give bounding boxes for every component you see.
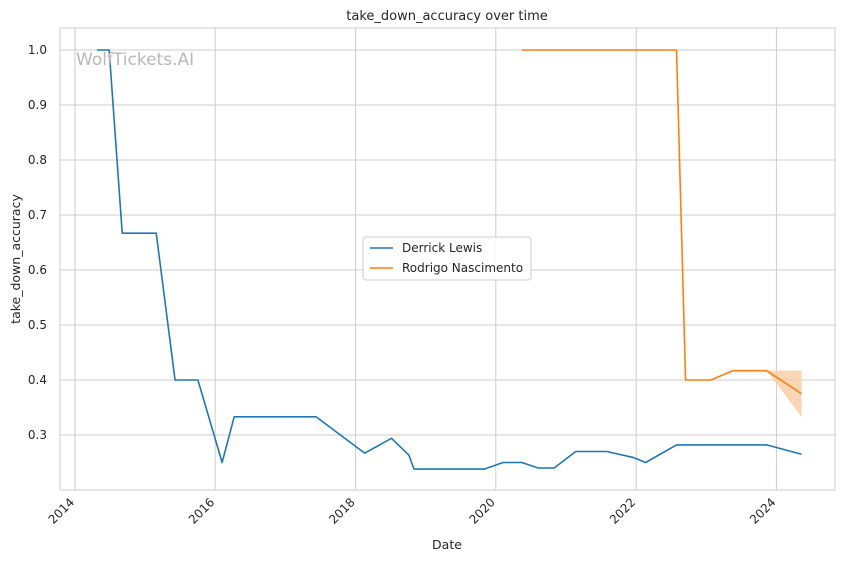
confidence-band-rodrigo-nascimento	[766, 370, 802, 417]
y-tick-label: 0.6	[28, 263, 47, 277]
y-tick-label: 0.9	[28, 98, 47, 112]
legend: Derrick Lewis Rodrigo Nascimento	[362, 236, 532, 281]
y-tick-label: 0.8	[28, 153, 47, 167]
legend-label-derrick-lewis: Derrick Lewis	[402, 241, 482, 255]
series-line-rodrigo-nascimento	[521, 49, 803, 395]
y-tick-label: 0.5	[28, 318, 47, 332]
x-tick-label: 2020	[466, 495, 497, 526]
x-axis-title: Date	[432, 537, 462, 552]
grid	[60, 28, 835, 490]
series-line-derrick-lewis	[97, 49, 802, 470]
y-tick-label: 0.7	[28, 208, 47, 222]
y-axis-ticks: 0.3 0.4 0.5 0.6 0.7 0.8 0.9 1.0	[28, 43, 47, 442]
x-tick-label: 2016	[186, 495, 217, 526]
legend-box	[362, 236, 532, 281]
plot-area-frame	[59, 27, 836, 491]
x-tick-label: 2018	[326, 495, 357, 526]
watermark-text: WolfTickets.AI	[76, 50, 194, 70]
y-tick-label: 1.0	[28, 43, 47, 57]
x-tick-label: 2024	[747, 495, 778, 526]
series-lines	[97, 49, 803, 470]
x-axis-ticks: 2014 2016 2018 2020 2022 2024	[46, 495, 779, 526]
confidence-bands	[766, 370, 802, 417]
x-tick-label: 2014	[46, 495, 77, 526]
x-tick-label: 2022	[607, 495, 638, 526]
legend-label-rodrigo-nascimento: Rodrigo Nascimento	[402, 261, 523, 275]
y-tick-label: 0.4	[28, 373, 47, 387]
chart-title: take_down_accuracy over time	[346, 9, 547, 24]
y-tick-label: 0.3	[28, 428, 47, 442]
y-axis-title: take_down_accuracy	[8, 194, 23, 324]
